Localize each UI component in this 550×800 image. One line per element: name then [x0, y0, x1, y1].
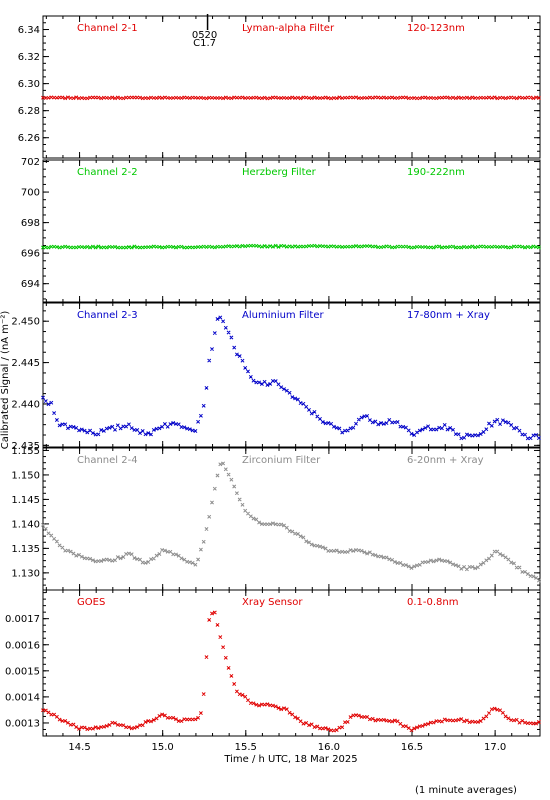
y-tick-label: 6.32 — [18, 52, 40, 63]
y-axis-label: Calibrated Signal / (nA m⁻²) — [0, 311, 11, 450]
y-tick-label: 1.150 — [11, 470, 40, 481]
y-tick-label: 1.130 — [11, 568, 40, 579]
panel-filter-label: Herzberg Filter — [242, 167, 317, 178]
x-tick-label: 17.0 — [484, 742, 506, 753]
y-tick-label: 6.30 — [18, 79, 40, 90]
y-tick-label: 1.135 — [11, 544, 40, 555]
panels-layer: 6.26 6.28 6.30 6.32 6.34 Channel 2-1 Lyman-alp… — [5, 15, 541, 753]
data-series — [41, 243, 541, 250]
y-tick-label: 0.0017 — [5, 614, 40, 625]
y-tick-label: 6.26 — [18, 133, 40, 144]
y-tick-label: 1.140 — [11, 519, 40, 530]
data-points — [41, 610, 541, 733]
panel-frame — [42, 159, 541, 303]
y-tick-label: 6.34 — [18, 25, 40, 36]
y-tick-label: 698 — [21, 218, 40, 229]
y-tick-label: 0.0015 — [5, 666, 40, 677]
panel-filter-label: Lyman-alpha Filter — [242, 23, 335, 34]
panel-frame — [42, 15, 541, 159]
panel-frame — [42, 589, 541, 737]
data-points — [41, 95, 541, 101]
x-tick-label: 16.0 — [318, 742, 340, 753]
y-tick-label: 700 — [21, 188, 40, 199]
panel-band-label: 6-20nm + Xray — [407, 455, 484, 466]
footnote: (1 minute averages) — [415, 785, 517, 796]
data-series — [41, 95, 541, 101]
panel-channel-label: GOES — [77, 597, 105, 608]
panel-band-label: 120-123nm — [407, 23, 465, 34]
data-series — [41, 461, 541, 583]
panel-channel-label: Channel 2-4 — [77, 455, 138, 466]
panel-3: 2.435 2.440 2.445 2.450 Channel 2-3 Aluminium… — [11, 302, 541, 452]
panel-1: 6.26 6.28 6.30 6.32 6.34 Channel 2-1 Lyman-alp… — [18, 15, 541, 159]
data-series — [41, 610, 541, 733]
panel-filter-label: Aluminium Filter — [242, 310, 325, 321]
panel-band-label: 17-80nm + Xray — [407, 310, 490, 321]
y-tick-label: 2.435 — [11, 441, 40, 452]
y-tick-label: 0.0013 — [5, 718, 40, 729]
y-tick-label: 2.450 — [11, 317, 40, 328]
panel-band-label: 0.1-0.8nm — [407, 597, 459, 608]
x-tick-label: 15.5 — [235, 742, 257, 753]
panel-channel-label: Channel 2-1 — [77, 23, 138, 34]
y-tick-label: 694 — [21, 279, 40, 290]
panel-channel-label: Channel 2-2 — [77, 167, 138, 178]
panel-2: 694 696 698 700 702 Channel 2-2 Herzberg Filte… — [21, 157, 541, 303]
event-marker-time: 0520 — [192, 30, 217, 41]
y-tick-label: 2.440 — [11, 399, 40, 410]
panel-band-label: 190-222nm — [407, 167, 465, 178]
data-points — [41, 243, 541, 250]
panel-4: 1.130 1.135 1.140 1.145 1.150 1.155 Channel 2-… — [11, 446, 541, 591]
x-tick-label: 14.5 — [68, 742, 90, 753]
y-tick-label: 1.145 — [11, 495, 40, 506]
data-points — [41, 315, 541, 441]
y-tick-label: 1.155 — [11, 446, 40, 457]
panel-5: 0.0013 0.0014 0.0015 0.0016 0.0017 GOES Xray S… — [5, 589, 541, 737]
panel-filter-label: Xray Sensor — [242, 597, 303, 608]
panel-frame — [42, 302, 541, 448]
y-tick-label: 6.28 — [18, 106, 40, 117]
x-tick-labels: 14.5 15.0 15.5 16.0 16.5 17.0 — [68, 742, 506, 753]
x-tick-label: 16.5 — [401, 742, 423, 753]
y-tick-label: 696 — [21, 249, 40, 260]
x-axis-label: Time / h UTC, 18 Mar 2025 — [223, 754, 357, 765]
x-tick-label: 15.0 — [152, 742, 174, 753]
data-points — [41, 461, 541, 583]
data-series — [41, 315, 541, 441]
event-marker-class: C1.7 — [193, 38, 216, 49]
y-tick-label: 2.445 — [11, 358, 40, 369]
y-tick-label: 702 — [21, 157, 40, 168]
panel-filter-label: Zirconium Filter — [242, 455, 321, 466]
y-tick-label: 0.0014 — [5, 692, 40, 703]
y-tick-label: 0.0016 — [5, 640, 40, 651]
panel-channel-label: Channel 2-3 — [77, 310, 138, 321]
